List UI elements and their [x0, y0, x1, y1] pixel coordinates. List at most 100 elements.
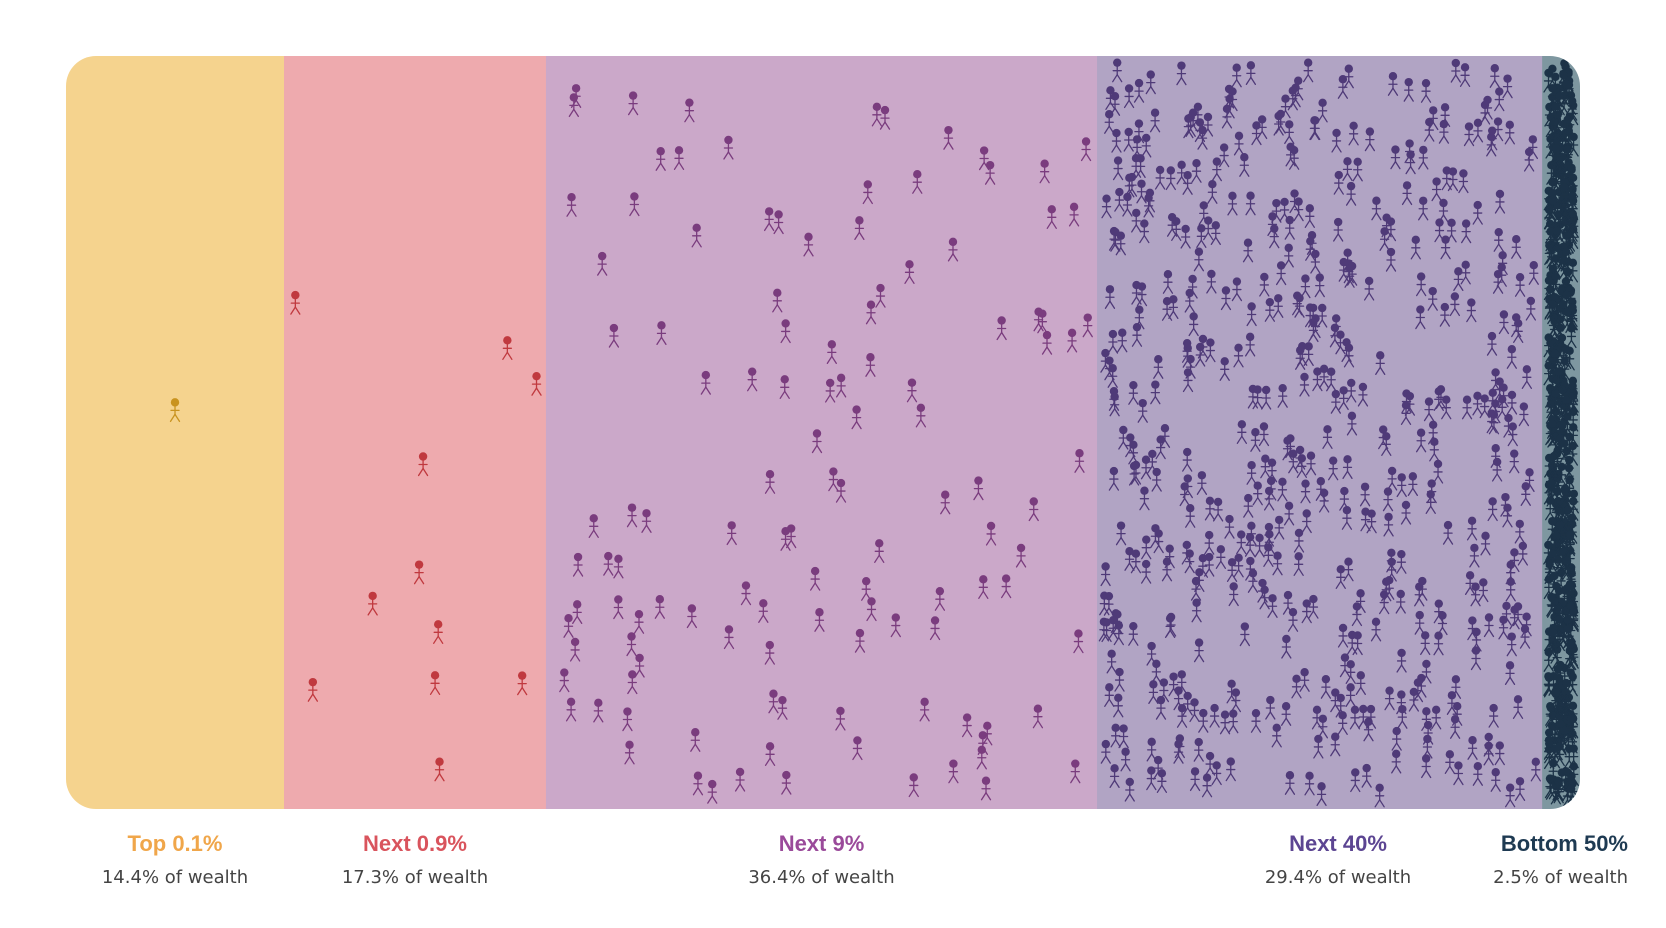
person-figure-3-484 — [1112, 58, 1123, 83]
person-figure-0-0 — [169, 398, 181, 423]
person-figure-3-89 — [1107, 364, 1118, 388]
person-figure-3-100 — [1189, 698, 1200, 723]
person-figure-2-98 — [985, 521, 997, 546]
person-figure-3-359 — [1400, 401, 1412, 425]
person-figure-3-404 — [1374, 783, 1385, 808]
person-figure-2-91 — [1033, 307, 1044, 332]
group-label-0: Top 0.1% — [128, 831, 223, 856]
person-figure-2-96 — [978, 575, 989, 599]
person-figure-3-51 — [1498, 310, 1510, 335]
person-figure-3-116 — [1225, 757, 1236, 782]
person-figure-3-383 — [1310, 314, 1321, 339]
person-figure-3-241 — [1280, 702, 1292, 726]
person-figure-3-41 — [1260, 385, 1272, 410]
person-figure-3-233 — [1337, 75, 1349, 99]
person-figure-3-314 — [1521, 612, 1532, 637]
person-figure-2-106 — [780, 319, 791, 344]
person-figure-3-166 — [1104, 683, 1115, 707]
person-figure-3-297 — [1410, 235, 1421, 260]
person-figure-2-4 — [654, 595, 665, 619]
group-labels: Top 0.1% 14.4% of wealth Next 0.9% 17.3% of… — [102, 831, 1628, 888]
person-figure-2-114 — [655, 147, 666, 171]
person-figure-3-21 — [1219, 710, 1231, 735]
person-figure-3-206 — [1300, 274, 1311, 299]
person-figure-3-68 — [1137, 398, 1148, 423]
person-figure-3-394 — [1355, 589, 1366, 614]
person-figure-2-70 — [781, 770, 792, 795]
person-figure-3-527 — [1397, 704, 1408, 729]
person-figure-2-85 — [1070, 759, 1081, 784]
person-figure-3-519 — [1146, 766, 1157, 791]
person-figure-2-82 — [879, 105, 891, 130]
person-figure-2-36 — [593, 698, 604, 723]
person-figure-3-419 — [1452, 701, 1463, 726]
person-figure-3-226 — [1181, 540, 1192, 565]
person-figure-3-317 — [1303, 58, 1314, 83]
person-figure-3-309 — [1236, 530, 1247, 555]
person-figure-3-76 — [1460, 260, 1471, 285]
person-figure-3-418 — [1146, 737, 1157, 762]
person-figure-3-319 — [1342, 157, 1353, 181]
person-figure-2-108 — [777, 695, 788, 720]
person-figure-3-290 — [1293, 528, 1305, 553]
person-figure-2-68 — [1015, 543, 1027, 568]
person-figure-2-49 — [948, 759, 959, 784]
person-figure-3-261 — [1230, 688, 1242, 713]
person-figure-2-73 — [961, 713, 973, 738]
person-figure-3-91 — [1530, 757, 1541, 782]
person-figure-3-143 — [1123, 84, 1135, 109]
person-figure-3-522 — [1284, 120, 1295, 145]
person-figure-2-54 — [861, 576, 872, 601]
person-figure-1-8 — [517, 671, 528, 696]
person-figure-3-377 — [1266, 476, 1277, 501]
person-figure-3-282 — [1463, 122, 1475, 147]
person-figure-3-25 — [1331, 128, 1342, 153]
person-figure-3-387 — [1203, 216, 1214, 241]
person-figure-3-200 — [1271, 723, 1282, 748]
person-figure-2-90 — [1068, 202, 1080, 227]
person-figure-3-391 — [1518, 402, 1530, 427]
person-figure-2-86 — [624, 740, 635, 765]
person-figure-3-266 — [1514, 777, 1526, 801]
person-figure-3-49 — [1318, 364, 1330, 389]
person-figure-2-109 — [854, 628, 866, 653]
person-figure-3-260 — [1117, 328, 1128, 353]
person-figure-2-25 — [622, 707, 633, 732]
person-figure-3-535 — [1366, 509, 1377, 534]
person-figure-3-193 — [1218, 143, 1230, 168]
person-figure-3-334 — [1506, 345, 1517, 369]
person-figure-2-43 — [811, 429, 823, 454]
person-figure-3-532 — [1196, 224, 1207, 248]
person-figure-3-208 — [1110, 227, 1121, 252]
person-figure-3-140 — [1189, 767, 1201, 792]
person-figure-3-325 — [1140, 455, 1152, 480]
person-figure-3-163 — [1472, 200, 1483, 225]
person-figure-3-380 — [1104, 110, 1115, 134]
person-figure-3-128 — [1284, 771, 1296, 795]
person-figure-3-505 — [1407, 472, 1419, 497]
person-figure-3-406 — [1228, 582, 1239, 607]
person-figure-3-365 — [1257, 578, 1268, 603]
person-figure-3-318 — [1150, 524, 1161, 548]
person-figure-3-410 — [1182, 368, 1194, 393]
group-label-1: Next 0.9% — [363, 831, 467, 856]
person-figure-2-55 — [828, 467, 839, 492]
person-figure-2-38 — [862, 180, 873, 205]
person-figure-3-501 — [1401, 181, 1413, 206]
person-figure-3-176 — [1370, 617, 1382, 642]
person-figure-3-438 — [1509, 548, 1520, 573]
person-figure-3-197 — [1339, 653, 1351, 678]
person-figure-3-254 — [1103, 591, 1115, 616]
person-figure-3-199 — [1314, 273, 1325, 298]
person-figure-2-35 — [626, 503, 638, 528]
person-figure-3-102 — [1472, 118, 1484, 143]
person-figure-2-81 — [723, 135, 734, 160]
person-figure-3-304 — [1391, 749, 1402, 774]
person-figure-3-247 — [1490, 368, 1501, 393]
person-figure-3-420 — [1489, 64, 1500, 88]
person-figure-3-372 — [1227, 87, 1238, 112]
person-figure-2-34 — [569, 637, 581, 662]
person-figure-3-416 — [1420, 631, 1431, 656]
group-wealth-label-4: 2.5% of wealth — [1493, 867, 1628, 888]
person-figure-2-72 — [772, 288, 783, 313]
